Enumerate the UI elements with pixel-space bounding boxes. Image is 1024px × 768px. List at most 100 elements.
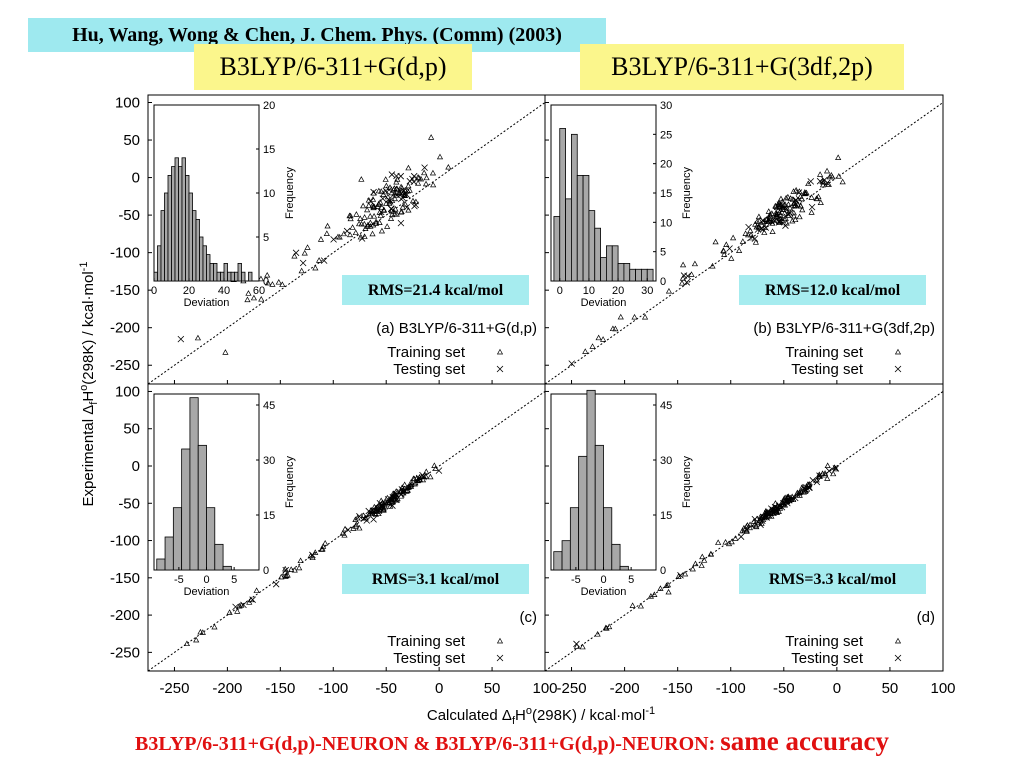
training-point [373, 508, 380, 514]
hist-y-tick-label: 0 [263, 276, 269, 288]
training-point [282, 573, 289, 579]
x-tick-label: -200 [212, 680, 242, 697]
histogram-bar [216, 271, 221, 282]
training-point [312, 549, 319, 555]
training-point [404, 484, 411, 491]
training-point [799, 206, 806, 213]
histogram-bar [611, 543, 621, 571]
training-point [378, 227, 386, 234]
x-tick-label: -100 [318, 680, 348, 697]
training-point [773, 210, 781, 217]
testing-point [751, 235, 759, 242]
histogram-bar [588, 210, 596, 282]
training-point [739, 527, 746, 534]
training-point [430, 181, 437, 188]
hist-y-label: Frequency [681, 456, 693, 508]
training-point [323, 230, 330, 236]
training-point [761, 229, 768, 235]
training-point [257, 275, 265, 282]
training-point [715, 539, 722, 545]
testing-point [410, 178, 418, 186]
hist-x-tick-label: 0 [203, 574, 209, 586]
training-point [721, 251, 728, 257]
training-point [824, 475, 831, 481]
training-point [752, 239, 759, 245]
x-tick-label: -100 [716, 680, 746, 697]
testing-point [292, 249, 300, 257]
hist-y-tick-label: 10 [660, 217, 672, 229]
testing-point [786, 210, 794, 217]
training-point [389, 197, 396, 203]
histogram-bar [222, 565, 232, 571]
testing-point [783, 205, 790, 212]
training-point [412, 479, 419, 486]
testing-point [435, 467, 443, 474]
training-point [393, 178, 400, 185]
histogram-bar [606, 245, 613, 282]
panel-d: -5 0 5 0 15 30 45 Deviation Frequency RMS=3.3 kca… [544, 383, 944, 672]
training-point [405, 164, 412, 171]
histogram-bar [629, 268, 636, 282]
training-point [391, 493, 398, 499]
training-point [298, 267, 305, 274]
training-point [756, 217, 763, 224]
testing-point [343, 227, 351, 235]
histogram-bar [195, 218, 200, 282]
training-point [341, 531, 348, 538]
testing-point [754, 226, 762, 233]
panel-a: 0 20 40 6005101520DeviationFrequencyRMS=21.… [147, 94, 546, 385]
training-point [609, 325, 616, 332]
training-point [377, 212, 384, 218]
histogram-bar [641, 268, 648, 282]
training-point [723, 241, 730, 247]
testing-point [726, 245, 733, 252]
training-point [361, 233, 368, 239]
legend-testing-marker [894, 654, 902, 662]
histogram-bar [237, 262, 242, 282]
testing-point [781, 204, 788, 212]
hist-y-tick-label: 0 [660, 565, 666, 577]
training-point [322, 539, 329, 546]
scatter-points [183, 462, 443, 647]
training-point [391, 491, 399, 497]
hist-y-tick-label: 10 [263, 188, 275, 200]
histogram-bar [181, 448, 191, 571]
testing-point [393, 172, 400, 180]
histogram-bar [603, 507, 613, 571]
training-point [765, 208, 772, 214]
training-point [783, 194, 790, 201]
panel-frame [544, 383, 944, 672]
training-point [429, 169, 437, 176]
testing-point [573, 640, 580, 648]
histogram-bar [227, 271, 232, 282]
training-point [421, 169, 428, 176]
training-point [353, 211, 360, 217]
panel-label: (c) [520, 609, 538, 626]
testing-point [365, 507, 373, 515]
training-point [367, 212, 374, 219]
training-point [381, 188, 389, 195]
training-point [279, 281, 286, 287]
histogram-bar [571, 133, 578, 282]
training-point [582, 348, 589, 354]
testing-point [330, 236, 337, 243]
training-point [387, 215, 395, 221]
hist-y-tick-label: 20 [660, 159, 672, 171]
training-point [412, 198, 420, 205]
x-axis-label: Calculated ΔfHo(298K) / kcal·mol-1 [427, 705, 655, 727]
training-point [405, 206, 412, 213]
training-point [349, 224, 356, 230]
legend-training-marker [894, 637, 902, 644]
histogram-bar [553, 216, 561, 282]
training-point [371, 503, 378, 510]
training-point [341, 525, 349, 532]
training-point [365, 196, 372, 203]
x-tick-label: -150 [663, 680, 693, 697]
training-point [707, 550, 714, 557]
testing-point [759, 217, 766, 224]
x-tick-label: -50 [773, 680, 795, 697]
training-point [296, 564, 303, 571]
training-point [747, 227, 754, 234]
training-point [422, 180, 430, 187]
histogram-bar [185, 174, 190, 282]
